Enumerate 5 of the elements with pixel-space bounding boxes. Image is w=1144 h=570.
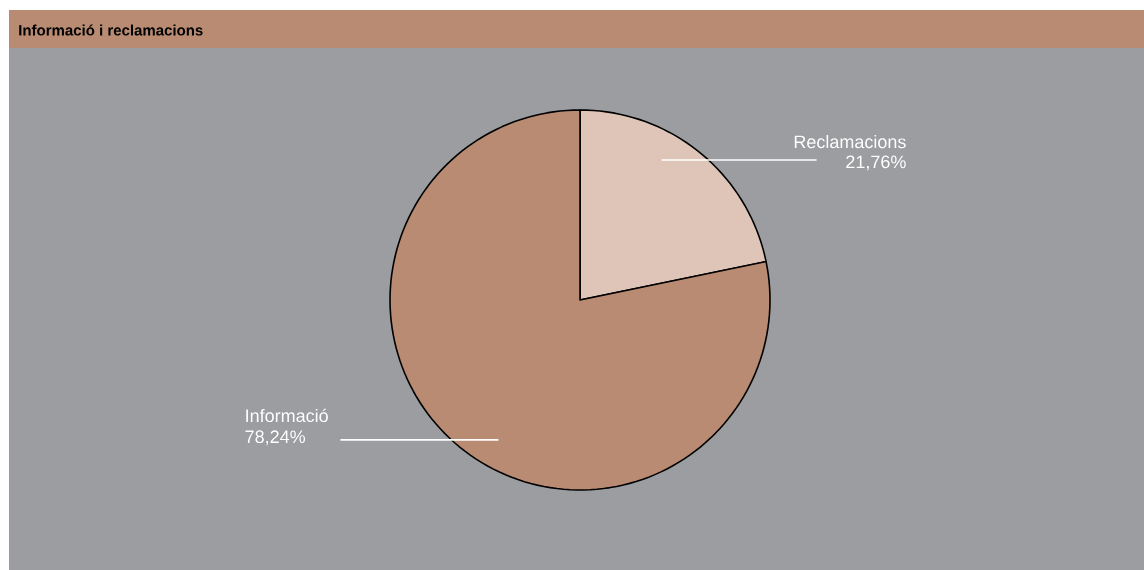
text: Informació i reclamacions: [19, 24, 203, 36]
slice-label: Reclamacions: [794, 135, 906, 149]
data-label: 78,24%: [245, 430, 306, 446]
data-label: 21,76%: [846, 155, 906, 171]
slice-label: Informació: [246, 408, 328, 423]
